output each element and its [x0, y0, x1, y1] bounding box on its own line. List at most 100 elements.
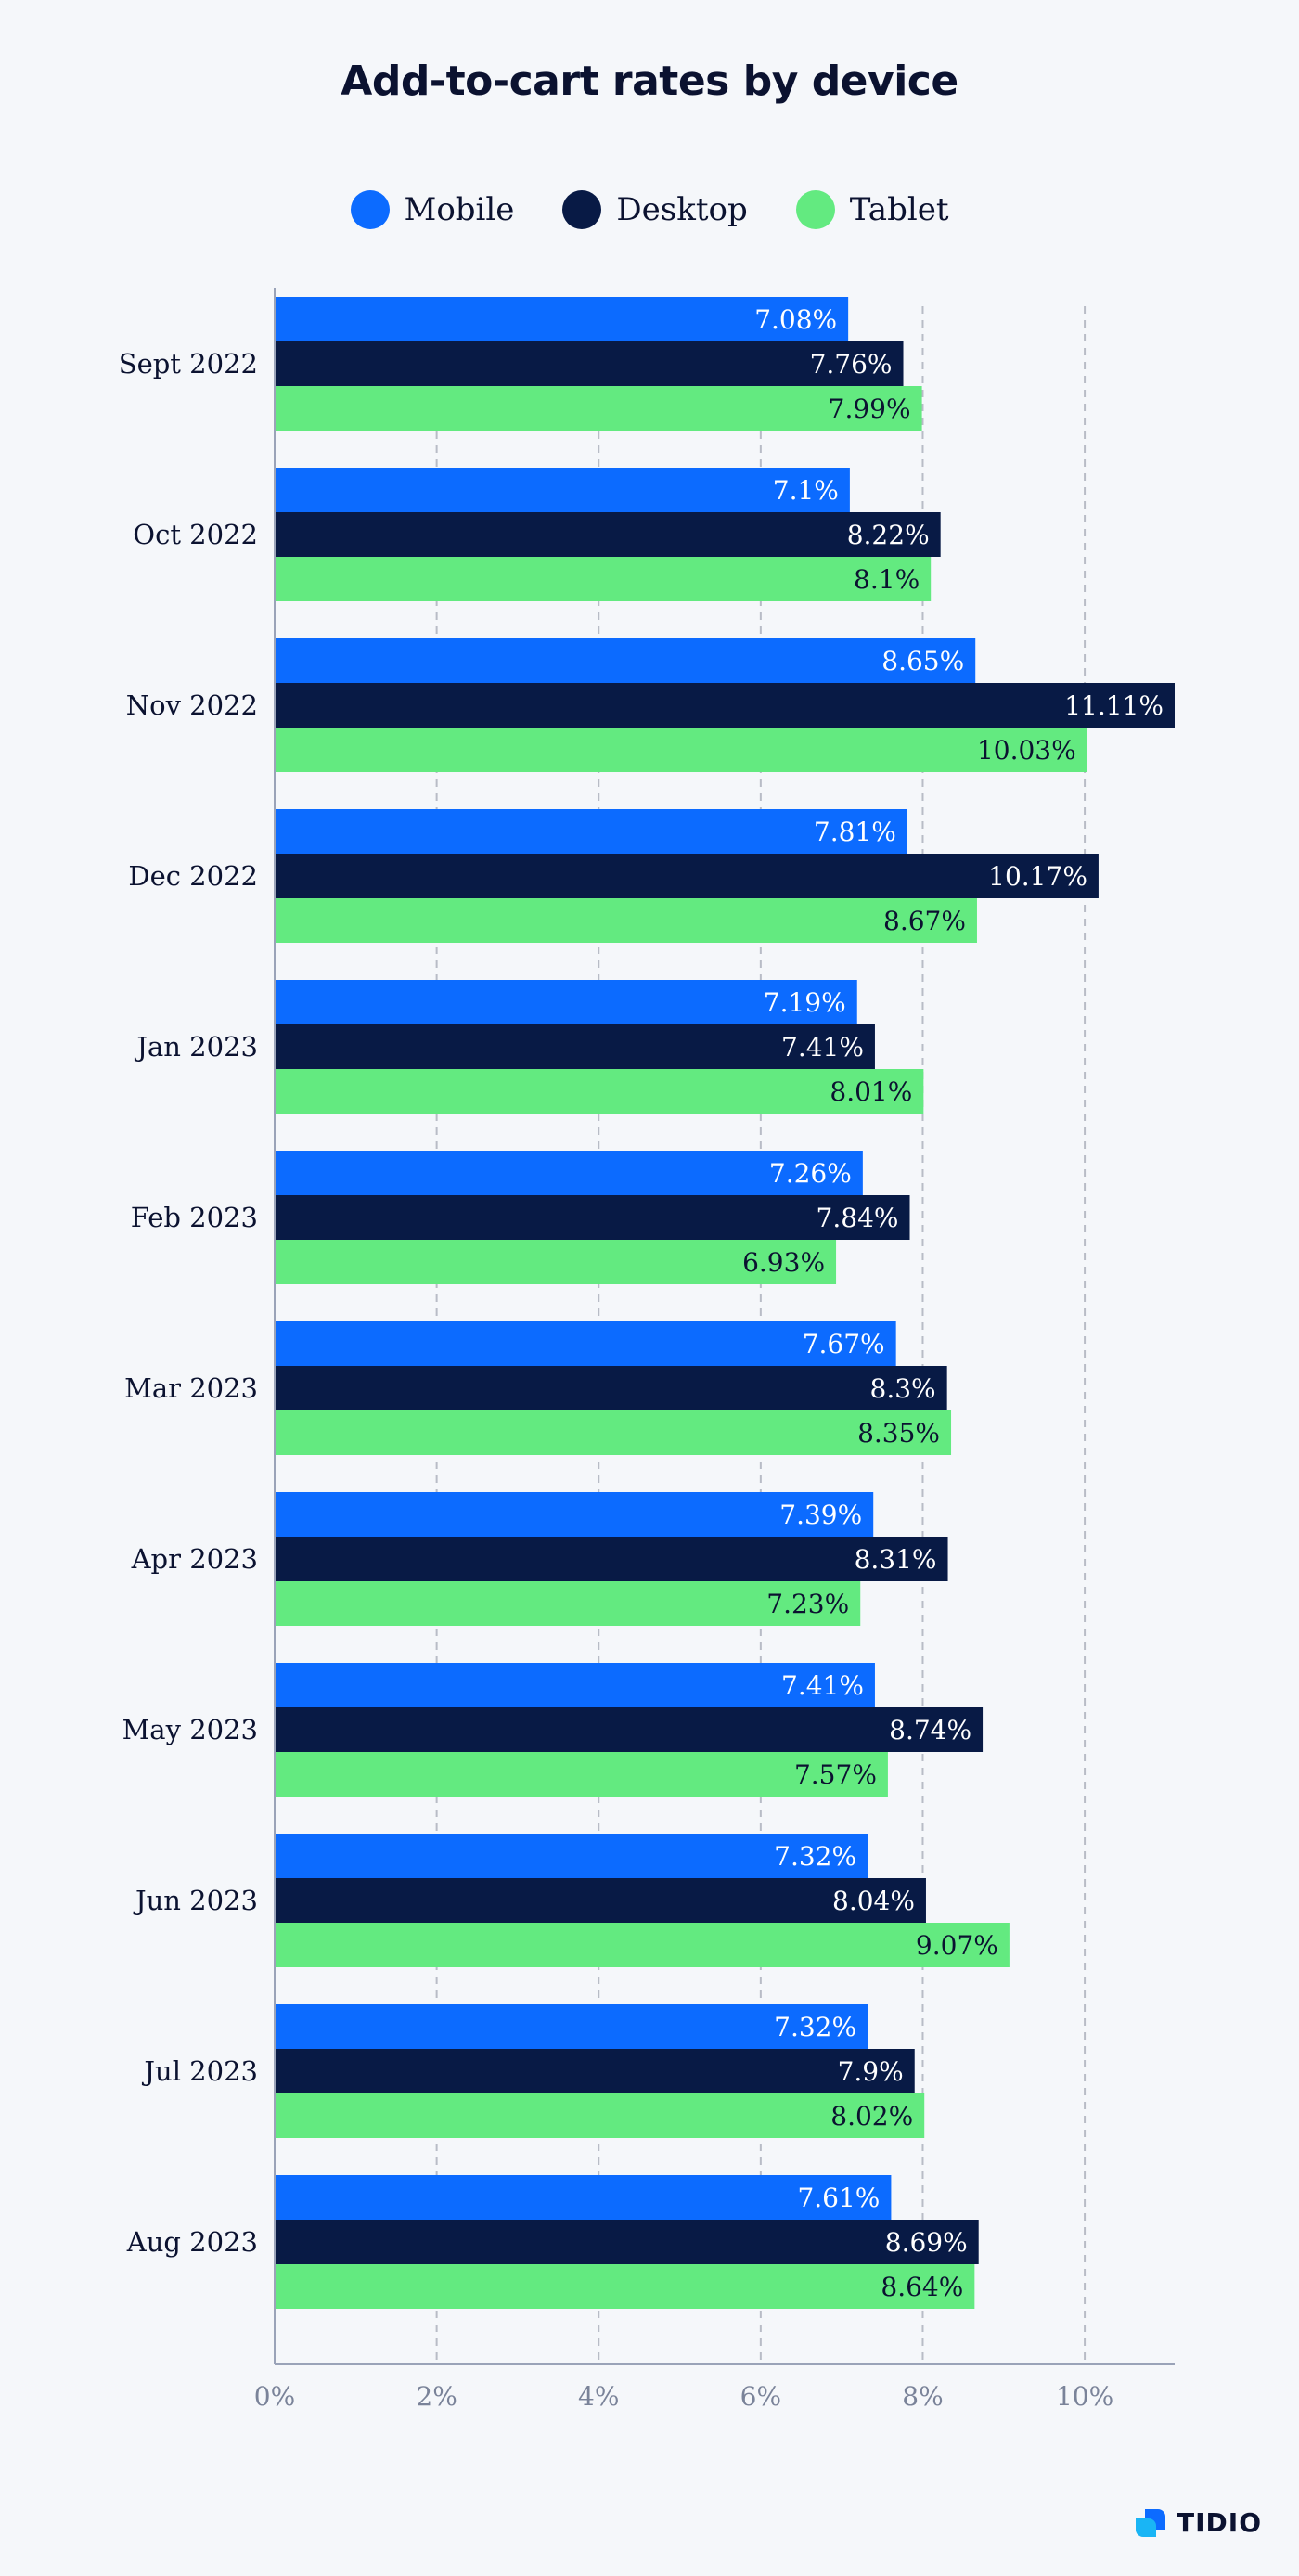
value-label-tablet-6: 8.35%: [857, 1418, 940, 1449]
legend-swatch-mobile: [350, 190, 390, 229]
legend-label-desktop: Desktop: [616, 191, 748, 228]
legend-item-tablet: Tablet: [795, 190, 949, 229]
category-label-3: Dec 2022: [128, 860, 258, 892]
brand-name: TIDIO: [1177, 2506, 1262, 2538]
value-label-desktop-10: 7.9%: [838, 2056, 904, 2087]
value-label-mobile-9: 7.32%: [774, 1841, 856, 1872]
bar-mobile-8: [275, 1663, 875, 1707]
category-label-11: Aug 2023: [126, 2226, 258, 2258]
category-label-4: Jan 2023: [134, 1031, 258, 1063]
x-tick-label-2: 2%: [416, 2381, 457, 2412]
value-label-mobile-1: 7.1%: [773, 475, 839, 506]
value-label-tablet-2: 10.03%: [977, 735, 1076, 766]
value-label-mobile-5: 7.26%: [769, 1158, 852, 1189]
value-label-tablet-8: 7.57%: [794, 1759, 877, 1790]
category-label-1: Oct 2022: [133, 519, 258, 550]
legend-item-desktop: Desktop: [562, 190, 748, 229]
bar-desktop-3: [275, 854, 1099, 898]
bar-mobile-5: [275, 1151, 863, 1195]
bar-mobile-1: [275, 468, 850, 512]
bar-mobile-11: [275, 2175, 892, 2220]
legend-swatch-desktop: [562, 190, 602, 229]
legend-label-mobile: Mobile: [404, 191, 515, 228]
x-tick-label-4: 4%: [578, 2381, 619, 2412]
bar-desktop-6: [275, 1366, 947, 1410]
chart-title: Add-to-cart rates by device: [341, 58, 958, 105]
tidio-logo-icon: [1136, 2509, 1166, 2537]
value-label-tablet-4: 8.01%: [830, 1076, 912, 1107]
value-label-tablet-1: 8.1%: [854, 564, 920, 595]
bar-tablet-11: [275, 2264, 975, 2309]
value-label-mobile-8: 7.41%: [781, 1670, 864, 1701]
bar-tablet-9: [275, 1923, 1010, 1967]
bar-mobile-6: [275, 1321, 896, 1366]
category-label-8: May 2023: [122, 1714, 258, 1745]
category-label-0: Sept 2022: [119, 348, 258, 380]
category-label-9: Jun 2023: [133, 1885, 258, 1916]
value-label-desktop-0: 7.76%: [810, 349, 893, 380]
bar-mobile-4: [275, 980, 857, 1024]
category-label-7: Apr 2023: [131, 1543, 258, 1575]
legend-item-mobile: Mobile: [350, 190, 515, 229]
value-label-tablet-11: 8.64%: [881, 2272, 963, 2302]
bar-desktop-1: [275, 512, 941, 557]
bar-tablet-2: [275, 728, 1087, 772]
value-label-tablet-9: 9.07%: [916, 1930, 998, 1961]
value-label-tablet-10: 8.02%: [830, 2101, 913, 2132]
value-label-desktop-1: 8.22%: [847, 520, 930, 550]
value-label-desktop-8: 8.74%: [889, 1715, 971, 1745]
bar-mobile-0: [275, 297, 849, 341]
bar-desktop-2: [275, 683, 1175, 728]
x-tick-label-8: 8%: [902, 2381, 943, 2412]
bar-tablet-6: [275, 1410, 952, 1455]
bar-tablet-5: [275, 1240, 837, 1284]
value-label-mobile-6: 7.67%: [803, 1329, 885, 1359]
bar-tablet-0: [275, 386, 922, 431]
brand-logo: TIDIO: [1132, 2504, 1262, 2541]
value-label-tablet-0: 7.99%: [829, 393, 911, 424]
value-label-mobile-3: 7.81%: [814, 817, 896, 847]
value-label-mobile-0: 7.08%: [754, 304, 837, 335]
bar-tablet-7: [275, 1581, 861, 1626]
bar-desktop-10: [275, 2049, 915, 2093]
category-label-10: Jul 2023: [141, 2055, 258, 2087]
legend: Mobile Desktop Tablet: [0, 190, 1299, 229]
value-label-tablet-5: 6.93%: [742, 1247, 825, 1278]
value-label-desktop-9: 8.04%: [832, 1886, 915, 1916]
value-label-mobile-2: 8.65%: [881, 646, 964, 676]
bar-desktop-0: [275, 341, 904, 386]
bar-desktop-4: [275, 1024, 875, 1069]
value-label-mobile-11: 7.61%: [797, 2183, 880, 2213]
value-label-desktop-4: 7.41%: [781, 1032, 864, 1063]
bar-mobile-2: [275, 638, 976, 683]
x-tick-label-10: 10%: [1056, 2381, 1113, 2412]
value-label-desktop-3: 10.17%: [988, 861, 1087, 892]
value-label-mobile-4: 7.19%: [764, 987, 846, 1018]
bar-tablet-1: [275, 557, 932, 601]
x-tick-label-6: 6%: [740, 2381, 781, 2412]
value-label-mobile-7: 7.39%: [779, 1500, 862, 1530]
bar-desktop-7: [275, 1537, 948, 1581]
bar-mobile-3: [275, 809, 907, 854]
bar-tablet-4: [275, 1069, 924, 1114]
bar-tablet-10: [275, 2093, 925, 2138]
category-label-2: Nov 2022: [126, 689, 258, 721]
x-tick-label-0: 0%: [254, 2381, 295, 2412]
value-label-desktop-5: 7.84%: [817, 1203, 899, 1233]
bar-mobile-7: [275, 1492, 874, 1537]
bar-mobile-9: [275, 1834, 868, 1878]
bar-desktop-8: [275, 1707, 984, 1752]
value-label-mobile-10: 7.32%: [774, 2012, 856, 2042]
category-label-5: Feb 2023: [131, 1202, 258, 1233]
value-label-desktop-7: 8.31%: [855, 1544, 937, 1575]
category-label-6: Mar 2023: [124, 1372, 258, 1404]
value-label-tablet-3: 8.67%: [883, 906, 966, 936]
bar-tablet-3: [275, 898, 977, 943]
value-label-tablet-7: 7.23%: [766, 1589, 849, 1619]
value-label-desktop-11: 8.69%: [885, 2227, 968, 2258]
legend-label-tablet: Tablet: [849, 191, 949, 228]
bar-mobile-10: [275, 2004, 868, 2049]
value-label-desktop-6: 8.3%: [870, 1373, 936, 1404]
bar-desktop-9: [275, 1878, 926, 1923]
